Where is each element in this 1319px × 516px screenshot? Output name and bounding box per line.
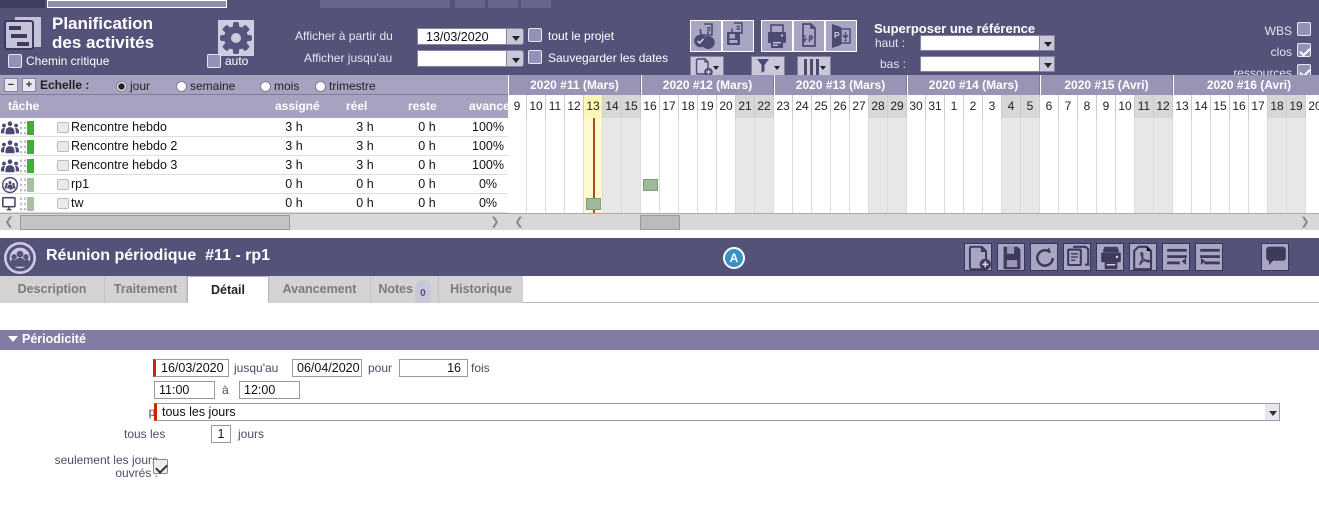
svg-text:P: P [834, 30, 840, 40]
